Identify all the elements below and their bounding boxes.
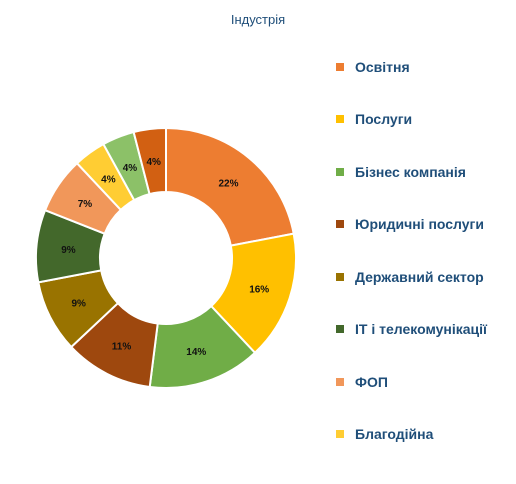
legend-item-5: Державний сектор bbox=[336, 268, 505, 287]
data-label-6: 9% bbox=[61, 245, 76, 256]
chart-title: Індустрія bbox=[230, 12, 286, 27]
donut-slice-10 bbox=[132, 126, 167, 196]
legend-swatch bbox=[336, 430, 344, 438]
data-label-1: 22% bbox=[218, 178, 238, 189]
data-label-5: 9% bbox=[71, 298, 86, 309]
legend-item-4: Юридичні послуги bbox=[336, 215, 505, 234]
legend-item-6: IT і телекомунікації bbox=[336, 320, 505, 339]
data-label-8: 4% bbox=[101, 175, 116, 186]
data-label-7: 7% bbox=[78, 199, 93, 210]
legend-label: Державний сектор bbox=[355, 269, 484, 285]
legend-label: Освітня bbox=[355, 59, 410, 75]
legend-swatch bbox=[336, 220, 344, 228]
data-label-4: 11% bbox=[112, 341, 132, 352]
legend-label: Благодійна bbox=[355, 426, 434, 442]
legend-swatch bbox=[336, 325, 344, 333]
legend-label: Юридичні послуги bbox=[355, 216, 484, 232]
legend-label: Послуги bbox=[355, 111, 413, 127]
legend-swatch bbox=[336, 273, 344, 281]
legend-item-2: Послуги bbox=[336, 110, 505, 129]
legend-swatch bbox=[336, 378, 344, 386]
data-label-10: 4% bbox=[146, 157, 161, 168]
data-label-3: 14% bbox=[186, 347, 206, 358]
donut-slice-1 bbox=[165, 126, 295, 247]
legend-label: ФОП bbox=[355, 374, 388, 390]
legend-label: Бізнес компанія bbox=[355, 164, 466, 180]
legend-item-8: Благодійна bbox=[336, 425, 505, 444]
legend-swatch bbox=[336, 115, 344, 123]
legend-item-1: Освітня bbox=[336, 58, 505, 77]
data-label-2: 16% bbox=[249, 284, 269, 295]
legend-item-7: ФОП bbox=[336, 373, 505, 392]
data-label-9: 4% bbox=[123, 163, 138, 174]
legend-swatch bbox=[336, 168, 344, 176]
legend-swatch bbox=[336, 63, 344, 71]
legend-label: IT і телекомунікації bbox=[355, 321, 487, 337]
legend-item-3: Бізнес компанія bbox=[336, 163, 505, 182]
